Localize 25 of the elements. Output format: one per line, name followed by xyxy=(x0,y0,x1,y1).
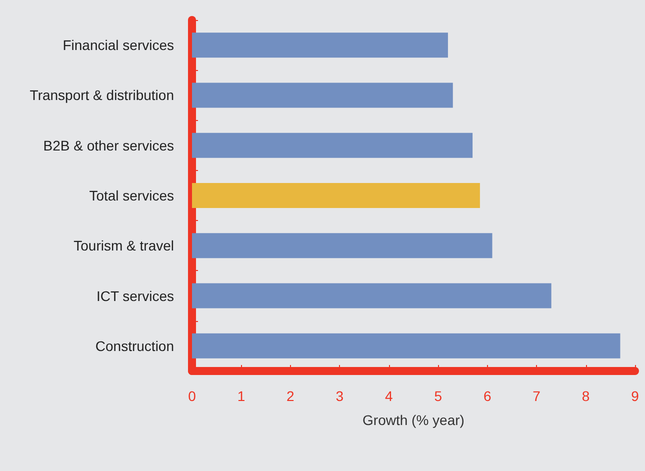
y-tick-label: ICT services xyxy=(96,288,174,304)
bar xyxy=(192,82,453,108)
y-tick-label: Tourism & travel xyxy=(74,238,174,254)
x-tick-label: 6 xyxy=(483,388,492,404)
x-tick-label: 3 xyxy=(336,388,344,404)
bar xyxy=(192,132,473,158)
x-axis-title: Growth (% year) xyxy=(362,412,464,428)
bar xyxy=(192,32,448,58)
x-tick-label: 9 xyxy=(631,388,640,404)
x-tick-label: 1 xyxy=(237,388,246,404)
x-tick-label: 8 xyxy=(582,388,590,404)
x-tick-label: 0 xyxy=(188,388,196,404)
x-tick-label: 2 xyxy=(286,388,295,404)
x-tick-label: 7 xyxy=(532,388,541,404)
bar xyxy=(192,283,552,308)
y-tick-label: Financial services xyxy=(62,37,174,54)
x-tick-label: 4 xyxy=(384,388,393,404)
bar xyxy=(192,233,492,258)
y-tick-label: Transport & distribution xyxy=(30,87,174,104)
y-tick-label: Construction xyxy=(95,338,174,354)
bar xyxy=(192,183,480,208)
y-tick-label: Total services xyxy=(89,188,174,204)
x-tick-label: 5 xyxy=(434,388,442,404)
y-tick-label: B2B & other services xyxy=(43,137,174,154)
bar xyxy=(192,333,620,358)
